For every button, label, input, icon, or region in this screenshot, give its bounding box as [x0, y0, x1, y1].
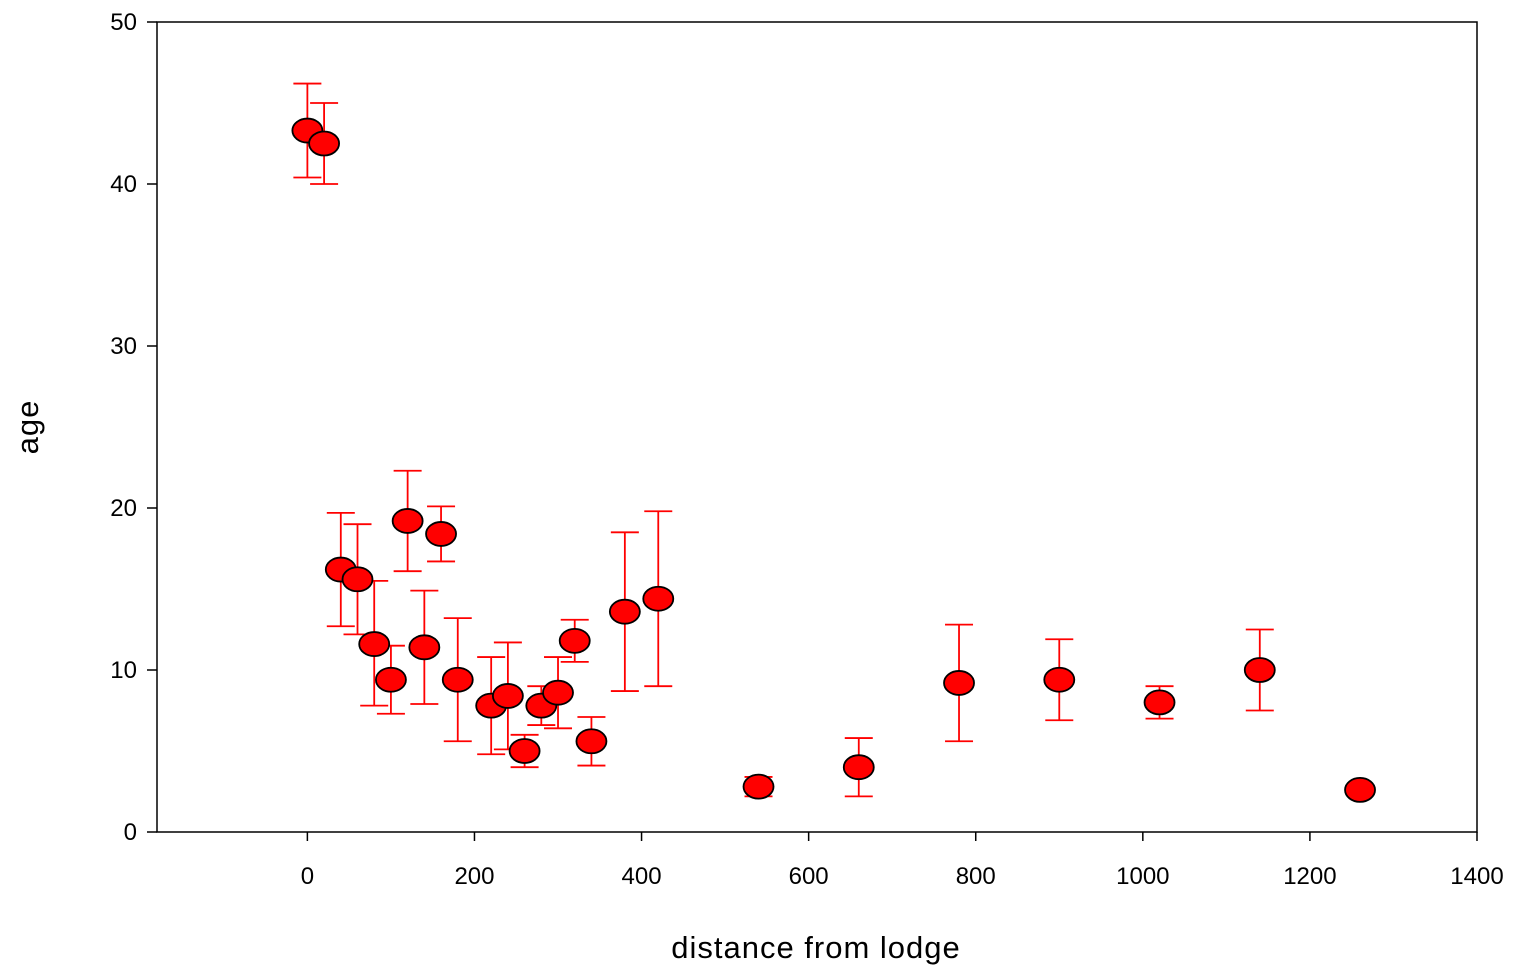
data-point: [308, 130, 340, 157]
data-point: [508, 738, 541, 764]
data-point: [608, 598, 641, 625]
y-tick-label: 20: [110, 495, 137, 522]
data-point: [391, 508, 424, 534]
x-axis: 0 200 400 600 800 1000 1200 1400: [301, 832, 1504, 890]
data-point: [542, 679, 574, 706]
y-tick-label: 40: [110, 171, 137, 198]
x-tick-label: 200: [454, 863, 494, 890]
x-axis-title: distance from lodge: [671, 930, 961, 965]
y-tick-label: 0: [124, 819, 137, 846]
data-point: [408, 634, 441, 661]
data-point: [1043, 666, 1076, 693]
x-tick-label: 1200: [1283, 863, 1336, 890]
data-point: [575, 728, 608, 755]
data-point: [358, 631, 391, 657]
y-tick-label: 30: [110, 333, 137, 360]
data-point: [558, 627, 591, 654]
x-tick-label: 600: [789, 863, 829, 890]
data-point: [341, 566, 374, 593]
data-point: [842, 754, 875, 781]
data-point: [441, 666, 474, 693]
y-tick-label: 10: [110, 657, 137, 684]
x-tick-label: 800: [956, 863, 996, 890]
x-tick-label: 1000: [1116, 863, 1169, 890]
data-point: [491, 683, 524, 709]
x-tick-label: 400: [622, 863, 662, 890]
data-point: [1243, 657, 1276, 683]
data-point: [425, 521, 457, 547]
data-markers: [291, 117, 1376, 803]
data-point: [943, 670, 975, 696]
plot-frame: [156, 21, 1478, 833]
data-point: [1344, 776, 1376, 803]
y-tick-label: 50: [110, 9, 137, 36]
data-point: [375, 666, 407, 693]
error-bars: [293, 82, 1274, 798]
data-point: [642, 585, 675, 612]
x-tick-label: 1400: [1450, 863, 1503, 890]
data-point: [742, 773, 775, 800]
y-axis: 0 10 20 30 40 50: [110, 9, 157, 846]
x-tick-label: 0: [301, 863, 314, 890]
data-point: [1143, 689, 1176, 716]
y-axis-title: age: [10, 400, 45, 455]
